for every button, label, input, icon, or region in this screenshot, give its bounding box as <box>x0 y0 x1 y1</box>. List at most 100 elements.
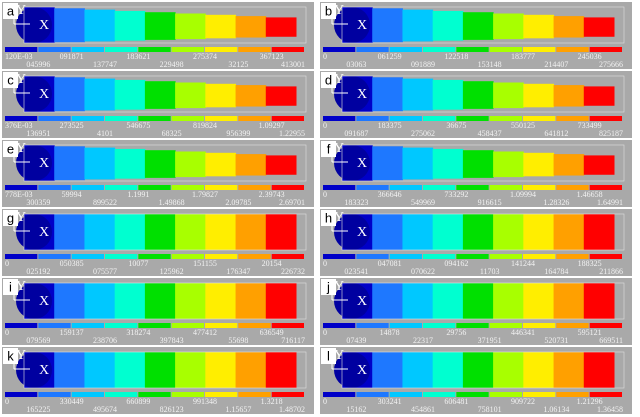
legend-swatch <box>456 392 489 397</box>
beam-outline <box>341 213 625 251</box>
legend-label-top: 0 <box>323 121 327 130</box>
beam-outline <box>23 351 307 389</box>
contour-band <box>402 78 434 111</box>
legend-label-top: 376E-03 <box>5 121 33 130</box>
contour-band <box>54 77 85 112</box>
panel-letter: d <box>325 72 332 87</box>
legend-label-top: 120E-03 <box>5 52 33 61</box>
legend-label-bottom: 413001 <box>281 60 305 69</box>
legend-swatch <box>71 392 104 397</box>
beam-outline <box>341 351 625 389</box>
legend-swatch <box>5 323 38 328</box>
legend-swatch <box>556 392 589 397</box>
legend-swatch <box>271 254 304 259</box>
legend-swatch <box>71 185 104 190</box>
legend-label-top: 36675 <box>446 121 466 130</box>
legend-swatch <box>138 323 171 328</box>
contour-band <box>205 352 237 388</box>
legend-label-bottom: 045996 <box>26 60 50 69</box>
contour-band <box>583 283 615 319</box>
legend-label-bottom: 023541 <box>344 267 368 276</box>
legend-swatch <box>105 323 138 328</box>
triad-x: X <box>39 225 49 240</box>
contour-core <box>16 145 52 181</box>
contour-band <box>84 78 116 111</box>
legend-label-bottom: 956399 <box>226 129 250 138</box>
legend-swatch <box>171 47 204 52</box>
contour-band <box>402 214 434 250</box>
contour-band <box>84 147 116 180</box>
legend-swatch <box>356 254 389 259</box>
legend-swatch <box>523 185 556 190</box>
legend-swatch <box>489 116 522 121</box>
contour-band <box>114 283 146 319</box>
contour-core <box>334 283 370 319</box>
legend-swatch <box>323 116 356 121</box>
legend-label-top: 1.21296 <box>577 397 603 406</box>
contour-band <box>84 214 116 250</box>
legend-swatch <box>171 116 204 121</box>
legend-swatch <box>71 323 104 328</box>
legend-label-bottom: 214407 <box>544 60 568 69</box>
contour-band <box>553 283 585 319</box>
legend-label-bottom: 091687 <box>344 129 368 138</box>
beam-outline <box>341 282 625 320</box>
legend-label-bottom: 549969 <box>411 198 435 207</box>
legend-label-bottom: 2.69701 <box>279 198 305 207</box>
legend-label-top: 550125 <box>511 121 535 130</box>
contour-band <box>583 352 615 388</box>
legend-swatch <box>105 116 138 121</box>
panel: YXc 376E-03 273525 546675 819824 1.09297 13695… <box>2 71 314 138</box>
legend-label-bottom: 669511 <box>599 336 623 345</box>
legend-swatch <box>389 254 422 259</box>
legend-label-top: 188325 <box>578 259 602 268</box>
contour-band <box>265 283 297 319</box>
legend-label-bottom: 1.28326 <box>543 198 569 207</box>
contour-band <box>144 352 176 388</box>
legend-label-top: 733499 <box>578 121 602 130</box>
panel-letter: h <box>325 210 332 225</box>
contour-core <box>16 76 52 112</box>
legend-swatch <box>356 392 389 397</box>
legend-label-top: 245036 <box>578 52 602 61</box>
contour-band <box>265 86 297 106</box>
legend-swatch <box>323 47 356 52</box>
legend-swatch <box>556 323 589 328</box>
legend-label-bottom: 07439 <box>346 336 366 345</box>
contour-core <box>334 214 370 250</box>
legend-label-top: 0 <box>323 328 327 337</box>
legend-label-bottom: 229498 <box>160 60 184 69</box>
legend-swatch <box>71 116 104 121</box>
beam-outline <box>23 213 307 251</box>
panel-letter: i <box>9 279 12 294</box>
legend-label-bottom: 1.36458 <box>597 405 623 414</box>
legend-label-top: 477412 <box>193 328 217 337</box>
legend-label-top: 991348 <box>193 397 217 406</box>
legend-label-bottom: 136951 <box>26 129 50 138</box>
contour-band <box>493 214 524 250</box>
legend-swatch <box>71 47 104 52</box>
legend-label-top: 1.3218 <box>261 397 283 406</box>
contour-band <box>54 146 85 181</box>
contour-band <box>493 82 524 109</box>
legend-label-bottom: 371951 <box>478 336 502 345</box>
contour-core <box>334 7 370 43</box>
legend-swatch <box>423 185 456 190</box>
panel-letter-box <box>321 210 336 226</box>
contour-band <box>432 79 464 110</box>
contour-band <box>432 148 464 179</box>
legend-swatch <box>389 185 422 190</box>
contour-band <box>372 352 403 388</box>
contour-band <box>235 154 267 176</box>
panel: YXd 0 183375 36675 550125 733499 091687 275062 4… <box>320 71 632 138</box>
panel-letter: c <box>7 72 14 87</box>
triad-x: X <box>39 363 49 378</box>
legend-swatch <box>523 254 556 259</box>
contour-band <box>54 283 85 319</box>
panel: YXf 0 366646 733292 1.09994 1.46658 183323 5499… <box>320 140 632 207</box>
panel: YXj 0 14878 29756 446341 595121 07439 22317 3719… <box>320 278 632 345</box>
legend-swatch <box>205 185 238 190</box>
contour-band <box>493 151 524 178</box>
triad-y: Y <box>16 72 26 87</box>
legend-swatch <box>556 47 589 52</box>
